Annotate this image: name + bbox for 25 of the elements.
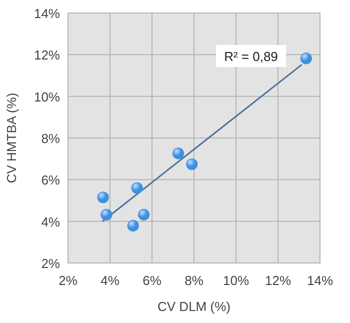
point (138, 208, 150, 220)
x-tick-label: 14% (306, 273, 334, 288)
x-tick-label: 6% (142, 273, 162, 288)
y-tick-label: 14% (34, 6, 60, 21)
point (172, 148, 184, 160)
y-tick-label: 4% (41, 214, 60, 230)
point (97, 192, 109, 204)
y-tick-label: 6% (41, 172, 60, 188)
x-axis-title: CV DLM (%) (158, 299, 230, 314)
x-tick-label: 4% (100, 273, 120, 288)
y-tick-label: 12% (34, 48, 60, 63)
y-tick-label: 10% (34, 89, 60, 104)
point (300, 52, 312, 64)
y-tick-label: 2% (41, 256, 60, 271)
x-tick-label: 10% (222, 273, 250, 288)
point (100, 208, 112, 220)
point (127, 220, 139, 232)
y-tick-label: 8% (41, 131, 60, 146)
point (131, 182, 143, 194)
annotation: R² = 0,89 (224, 49, 278, 64)
x-tick-label: 2% (58, 273, 78, 288)
x-tick-label: 8% (184, 273, 204, 288)
point (186, 158, 198, 170)
y-axis-title: CV HMTBA (%) (4, 92, 19, 184)
x-tick-label: 12% (264, 273, 292, 288)
